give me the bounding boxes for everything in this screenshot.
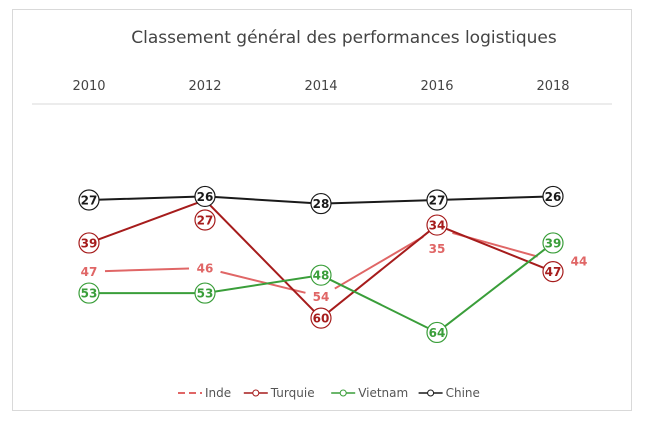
x-tick-label: 2012 — [188, 79, 221, 94]
data-point — [542, 232, 564, 254]
data-label: 39 — [81, 236, 98, 250]
series-line — [104, 267, 190, 273]
data-point — [426, 214, 448, 236]
x-tick-label: 2010 — [72, 79, 105, 94]
data-label: 28 — [313, 197, 330, 211]
series-line — [334, 235, 424, 290]
data-label: 47 — [545, 265, 562, 279]
legend-item-chine: Chine — [418, 386, 480, 400]
legend-item-inde: Inde — [178, 386, 231, 400]
legend-label: Vietnam — [358, 386, 408, 400]
data-label: 26 — [545, 190, 562, 204]
data-label: 27 — [197, 214, 214, 228]
labels-chine: 27 26 28 27 26 — [78, 185, 564, 215]
data-label: 48 — [313, 269, 330, 283]
x-tick-label: 2018 — [536, 79, 569, 94]
legend-item-vietnam: Vietnam — [331, 386, 408, 400]
data-point — [310, 192, 332, 215]
data-label: 64 — [429, 326, 446, 340]
legend-label: Chine — [446, 386, 480, 400]
data-point — [78, 232, 100, 254]
x-tick-label: 2014 — [304, 79, 337, 94]
data-point — [426, 189, 448, 211]
data-label: 60 — [313, 312, 330, 326]
legend-label: Inde — [205, 386, 231, 400]
data-label: 26 — [197, 190, 214, 204]
data-point — [194, 185, 216, 208]
data-label: 34 — [429, 219, 446, 233]
data-label: 53 — [81, 287, 98, 301]
legend-marker — [339, 389, 347, 397]
legend-marker — [427, 389, 435, 397]
data-point — [310, 307, 332, 329]
legend-item-turquie: Turquie — [243, 386, 315, 400]
data-point — [542, 261, 564, 283]
data-point — [194, 282, 216, 304]
labels-inde: 47 46 54 35 44 — [81, 242, 588, 304]
data-label: 44 — [571, 254, 588, 268]
labels-vietnam: 53 53 48 64 39 — [78, 232, 564, 344]
data-label: 46 — [197, 262, 214, 276]
data-point — [194, 209, 216, 231]
data-label: 39 — [545, 236, 562, 250]
x-tick-label: 2016 — [420, 79, 453, 94]
legend-label: Turquie — [270, 386, 315, 400]
data-label: 27 — [81, 194, 98, 208]
data-point — [78, 282, 100, 304]
data-label: 53 — [197, 287, 214, 301]
data-label: 47 — [81, 265, 98, 279]
data-label: 35 — [429, 242, 446, 256]
data-label: 27 — [429, 194, 446, 208]
labels-turquie: 39 27 60 34 47 — [78, 209, 564, 329]
chart-frame — [12, 9, 632, 411]
legend-marker — [252, 389, 260, 397]
chart-title: Classement général des performances logi… — [131, 28, 557, 48]
data-label: 54 — [313, 290, 330, 304]
data-point — [310, 264, 332, 286]
data-point — [78, 189, 100, 211]
data-point — [426, 321, 448, 344]
data-point — [542, 185, 564, 208]
